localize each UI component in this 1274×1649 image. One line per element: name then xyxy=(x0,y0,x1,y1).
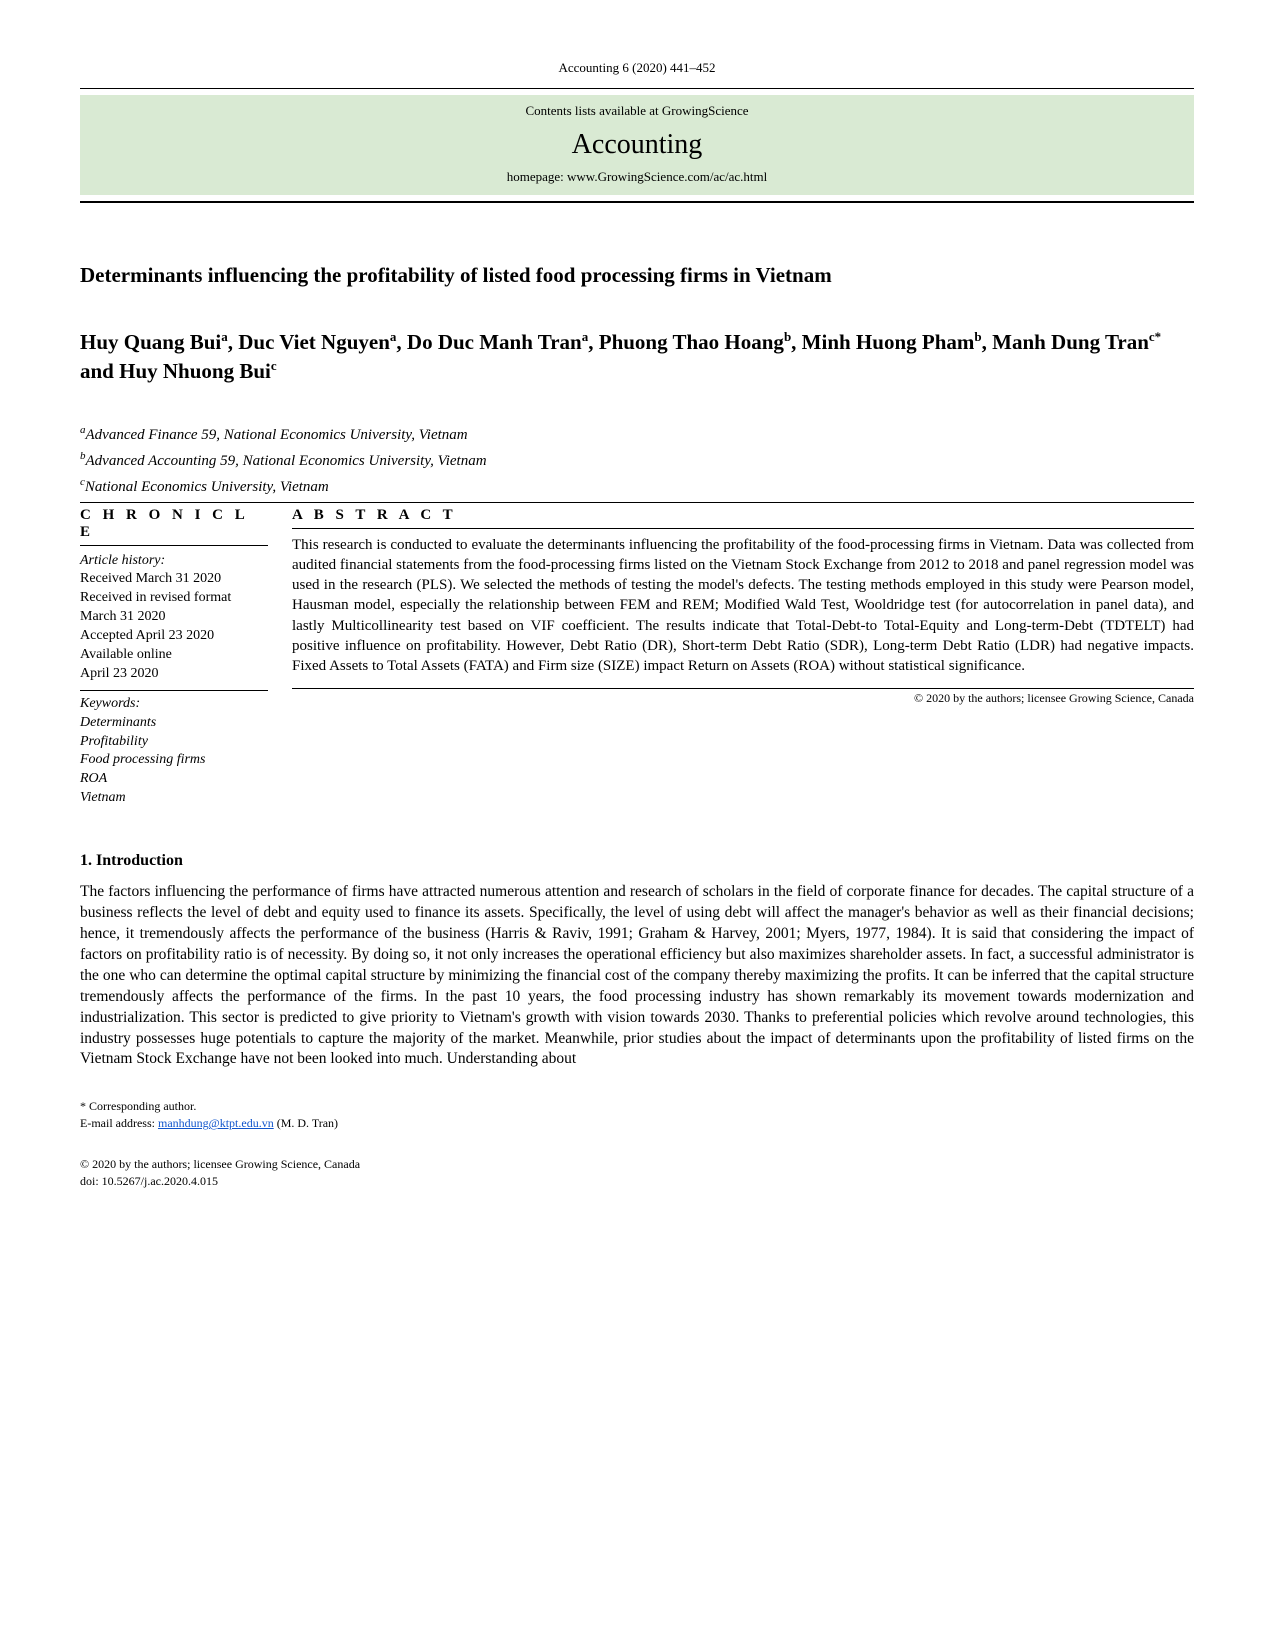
article-history-lines: Received March 31 2020Received in revise… xyxy=(80,570,268,683)
introduction-head: 1. Introduction xyxy=(80,852,1194,870)
keywords-label: Keywords: xyxy=(80,695,268,714)
journal-reference: Accounting 6 (2020) 441–452 xyxy=(80,60,1194,76)
journal-homepage: homepage: www.GrowingScience.com/ac/ac.h… xyxy=(80,169,1194,185)
affiliation-line: aAdvanced Finance 59, National Economics… xyxy=(80,423,1194,445)
history-line: Received March 31 2020 xyxy=(80,570,268,589)
footer-copyright: © 2020 by the authors; licensee Growing … xyxy=(80,1156,1194,1173)
email-link[interactable]: manhdung@ktpt.edu.vn xyxy=(158,1116,274,1130)
email-after: (M. D. Tran) xyxy=(274,1116,338,1130)
journal-header-box: Contents lists available at GrowingScien… xyxy=(80,95,1194,195)
abstract-head: A B S T R A C T xyxy=(292,503,1194,528)
article-history-label: Article history: xyxy=(80,552,268,571)
email-label: E-mail address: xyxy=(80,1116,158,1130)
abstract-text: This research is conducted to evaluate t… xyxy=(292,528,1194,681)
abstract-copyright: © 2020 by the authors; licensee Growing … xyxy=(292,688,1194,706)
paper-title: Determinants influencing the profitabili… xyxy=(80,263,1194,288)
contents-line: Contents lists available at GrowingScien… xyxy=(80,103,1194,119)
keyword-item: Food processing firms xyxy=(80,751,268,770)
history-line: Accepted April 23 2020 xyxy=(80,627,268,646)
affiliation-line: bAdvanced Accounting 59, National Econom… xyxy=(80,449,1194,471)
footer-corresponding: * Corresponding author. E-mail address: … xyxy=(80,1098,1194,1132)
rule-top xyxy=(80,88,1194,89)
footer-copyright-block: © 2020 by the authors; licensee Growing … xyxy=(80,1156,1194,1190)
history-line: Received in revised format March 31 2020 xyxy=(80,589,268,627)
history-line: April 23 2020 xyxy=(80,665,268,684)
journal-name: Accounting xyxy=(80,129,1194,161)
history-line: Available online xyxy=(80,646,268,665)
affiliation-line: cNational Economics University, Vietnam xyxy=(80,475,1194,497)
keyword-item: Vietnam xyxy=(80,789,268,808)
keyword-item: Determinants xyxy=(80,714,268,733)
chronicle-body: Article history: Received March 31 2020R… xyxy=(80,545,268,813)
rule-thick xyxy=(80,201,1194,203)
author-list: Huy Quang Buia, Duc Viet Nguyena, Do Duc… xyxy=(80,328,1194,387)
chronicle-abstract-row: C H R O N I C L E Article history: Recei… xyxy=(80,502,1194,813)
chronicle-column: C H R O N I C L E Article history: Recei… xyxy=(80,503,280,813)
corresponding-label: * Corresponding author. xyxy=(80,1098,1194,1115)
affiliations-block: aAdvanced Finance 59, National Economics… xyxy=(80,423,1194,498)
keyword-item: Profitability xyxy=(80,733,268,752)
keyword-item: ROA xyxy=(80,770,268,789)
footer-doi: doi: 10.5267/j.ac.2020.4.015 xyxy=(80,1173,1194,1190)
introduction-body: The factors influencing the performance … xyxy=(80,882,1194,1070)
chronicle-divider xyxy=(80,690,268,691)
keywords-list: DeterminantsProfitabilityFood processing… xyxy=(80,714,268,808)
chronicle-head: C H R O N I C L E xyxy=(80,503,268,545)
email-line: E-mail address: manhdung@ktpt.edu.vn (M.… xyxy=(80,1115,1194,1132)
abstract-column: A B S T R A C T This research is conduct… xyxy=(280,503,1194,813)
